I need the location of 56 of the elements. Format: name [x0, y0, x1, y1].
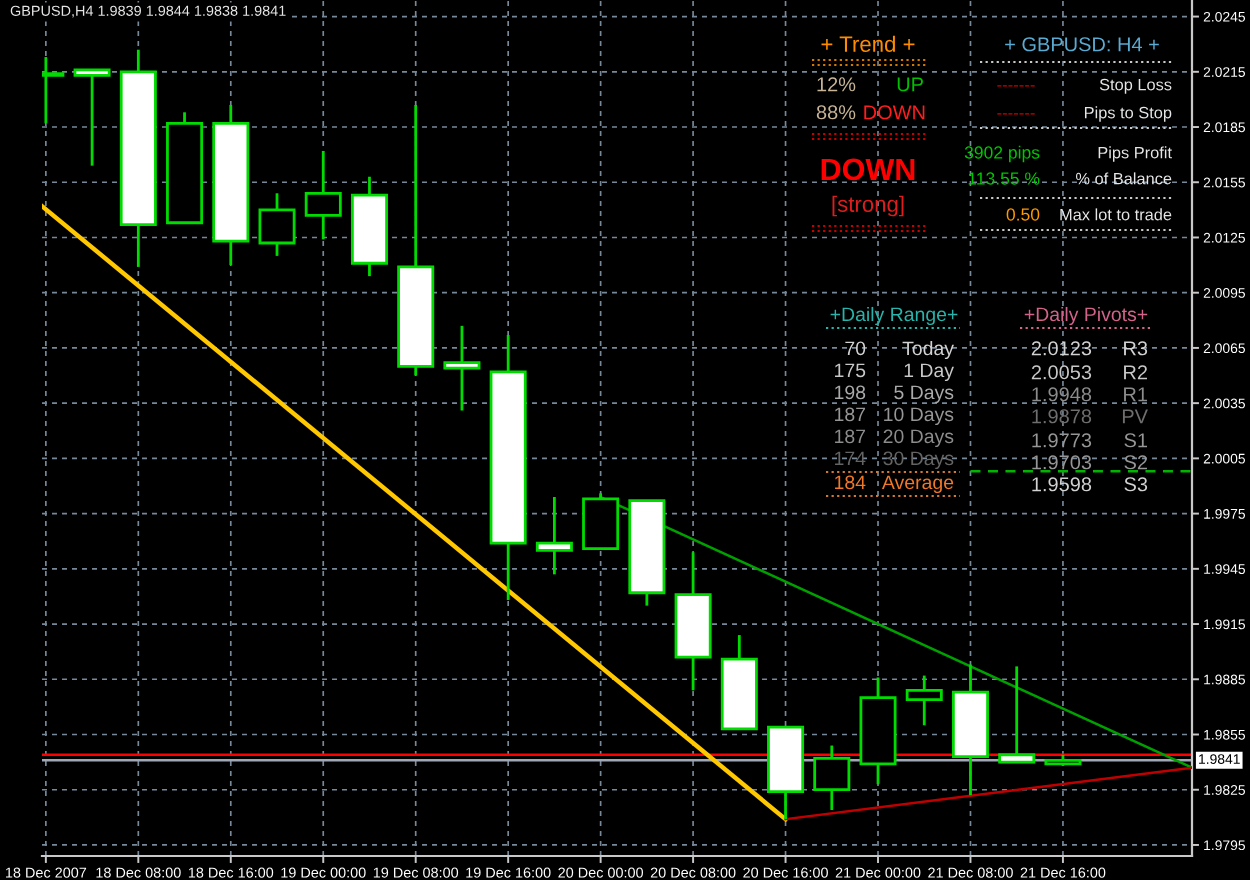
annotation: 1.9773 — [1032, 433, 1092, 448]
annotation: 187 — [835, 429, 866, 444]
annotation: 1.9878 — [1032, 409, 1092, 424]
annotation: 10 Days — [884, 407, 954, 426]
annotation: 1.9948 — [1032, 387, 1092, 402]
annotation: [strong] — [832, 195, 904, 217]
annotation: 1.9598 — [1032, 477, 1092, 492]
candlestick — [998, 665, 1036, 764]
annotation: 0.50 — [1006, 208, 1040, 221]
annotation: R1 — [1124, 387, 1148, 402]
candlestick — [443, 324, 481, 412]
annotation: 198 — [835, 385, 866, 400]
annotation: 174 — [835, 451, 866, 466]
annotation: 113.55 % — [968, 172, 1040, 185]
candlestick — [813, 744, 851, 812]
annotation: 1.9703 — [1032, 455, 1092, 470]
annotation: Stop Loss — [1099, 78, 1172, 94]
annotation: DOWN — [864, 105, 925, 120]
annotation: 187 — [835, 407, 866, 422]
annotation: + GBPUSD: H4 + — [1005, 37, 1159, 52]
candlestick — [73, 68, 111, 168]
annotation: Today — [902, 340, 954, 360]
annotation: DOWN — [821, 158, 915, 181]
annotation: +Daily Range+ — [830, 306, 958, 326]
annotation: ------- — [997, 85, 1035, 87]
annotation: Average — [881, 475, 954, 494]
annotation: +Daily Pivots+ — [1024, 306, 1148, 326]
annotation: UP — [897, 77, 923, 92]
annotation: 2.0053 — [1031, 365, 1092, 380]
annotation: Pips Profit — [1098, 146, 1172, 162]
annotation: S2 — [1124, 455, 1147, 470]
annotation: ------- — [997, 113, 1035, 115]
annotation: 70 — [845, 341, 866, 356]
annotation: 1 Day — [904, 363, 954, 382]
annotation: 2.0123 — [1031, 341, 1092, 356]
candlestick — [258, 191, 296, 258]
annotation: 12% — [817, 77, 856, 92]
annotation: 20 Days — [883, 429, 954, 448]
annotation: 5 Days — [894, 385, 954, 404]
annotation: R2 — [1124, 365, 1147, 380]
annotation: Pips to Stop — [1084, 106, 1172, 122]
annotation: PV — [1122, 409, 1148, 424]
annotation: 3902 pips — [964, 145, 1040, 163]
candlestick — [905, 674, 943, 727]
annotation: S1 — [1124, 433, 1148, 448]
annotation: S3 — [1124, 477, 1148, 492]
annotation: 184 — [835, 475, 866, 490]
candlestick — [535, 495, 573, 576]
candlestick — [304, 149, 342, 241]
annotation: 175 — [835, 363, 866, 378]
annotation: 88% — [816, 105, 856, 120]
annotation: + Trend + — [821, 35, 915, 52]
annotation: 30 Days — [883, 451, 954, 470]
annotation: R3 — [1124, 341, 1148, 356]
annotation: Max lot to trade — [1060, 208, 1172, 221]
annotation: % of Balance — [1076, 172, 1172, 185]
